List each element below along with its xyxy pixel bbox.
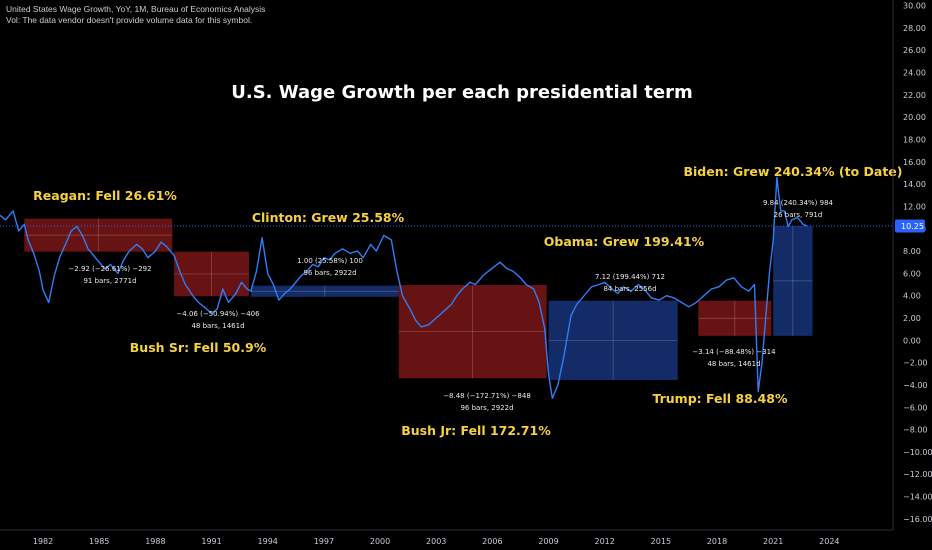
x-tick-label: 1985 (89, 537, 109, 546)
y-tick-label: −6.00 (903, 403, 928, 412)
term-stats-change-reagan: −2.92 (−26.61%) −292 (68, 265, 151, 273)
y-tick-label: −16.00 (903, 515, 932, 524)
y-tick-label: 20.00 (903, 113, 926, 122)
y-tick-label: 14.00 (903, 180, 926, 189)
y-tick-label: −12.00 (903, 470, 932, 479)
y-tick-label: 12.00 (903, 202, 926, 211)
y-tick-label: −2.00 (903, 359, 928, 368)
x-axis[interactable]: 1982 1985 1988 1991 1994 1997 2000 2003 2006 2009… (0, 529, 893, 546)
x-tick-label: 2012 (595, 537, 615, 546)
y-tick-label: 2.00 (903, 314, 921, 323)
x-tick-label: 2009 (538, 537, 558, 546)
term-stats-bars-bush-sr: 48 bars, 1461d (191, 322, 244, 330)
wage-growth-series (0, 176, 893, 399)
term-box-bush-sr[interactable] (174, 251, 249, 297)
term-box-reagan[interactable] (24, 218, 173, 252)
x-tick-label: 1997 (314, 537, 334, 546)
term-stats-change-bush-sr: −4.06 (−50.94%) −406 (176, 310, 260, 318)
term-label-reagan: Reagan: Fell 26.61% (33, 188, 177, 203)
y-tick-label: 8.00 (903, 247, 921, 256)
y-tick-label: 4.00 (903, 292, 921, 301)
term-stats-bars-biden: 26 bars, 791d (774, 211, 823, 219)
y-tick-label: −10.00 (903, 448, 932, 457)
term-label-trump: Trump: Fell 88.48% (652, 391, 788, 406)
x-tick-label: 2021 (763, 537, 783, 546)
x-tick-label: 2006 (482, 537, 502, 546)
term-label-bush-sr: Bush Sr: Fell 50.9% (130, 340, 267, 355)
term-stats-bars-clinton: 96 bars, 2922d (303, 269, 356, 277)
current-value-badge (895, 219, 925, 233)
term-label-bush-jr: Bush Jr: Fell 172.71% (401, 423, 551, 438)
x-tick-label: 2015 (651, 537, 671, 546)
y-tick-label: −8.00 (903, 426, 928, 435)
y-tick-label: 26.00 (903, 46, 926, 55)
x-tick-label: 2024 (819, 537, 839, 546)
term-label-obama: Obama: Grew 199.41% (544, 234, 705, 249)
y-tick-label: 28.00 (903, 24, 926, 33)
chart-header: United States Wage Growth, YoY, 1M, Bure… (6, 4, 265, 26)
term-stats-bars-bush-jr: 96 bars, 2922d (460, 404, 513, 412)
x-tick-label: 2003 (426, 537, 446, 546)
term-box-obama[interactable] (548, 300, 678, 380)
y-tick-label: 6.00 (903, 269, 921, 278)
term-stats-bars-reagan: 91 bars, 2771d (83, 277, 136, 285)
term-stats-bars-obama: 84 bars, 2556d (603, 285, 656, 293)
term-box-trump[interactable] (698, 300, 772, 336)
x-tick-label: 1991 (201, 537, 221, 546)
term-stats-change-bush-jr: −8.48 (−172.71%) −848 (443, 392, 531, 400)
current-value-label: 10.25 (901, 222, 924, 231)
chart-title: U.S. Wage Growth per each presidential t… (231, 82, 692, 103)
y-tick-label: −4.00 (903, 381, 928, 390)
y-tick-label: 18.00 (903, 135, 926, 144)
y-tick-label: 16.00 (903, 158, 926, 167)
term-stats-change-trump: −3.14 (−88.48%) −314 (692, 348, 776, 356)
y-tick-label: 24.00 (903, 69, 926, 78)
x-tick-label: 1988 (145, 537, 165, 546)
term-boxes (24, 218, 813, 380)
term-stats-bars-trump: 48 bars, 1461d (707, 360, 760, 368)
term-box-bush-jr[interactable] (398, 285, 547, 379)
series-line[interactable] (0, 176, 808, 399)
y-tick-label: 30.00 (903, 2, 926, 11)
term-label-clinton: Clinton: Grew 25.58% (252, 210, 405, 225)
term-stats-change-clinton: 1.00 (25.58%) 100 (297, 257, 363, 265)
term-stats-change-biden: 9.84 (240.34%) 984 (763, 199, 834, 207)
term-box-clinton[interactable] (250, 285, 399, 297)
symbol-line: United States Wage Growth, YoY, 1M, Bure… (6, 4, 266, 14)
y-tick-label: 0.00 (903, 336, 921, 345)
x-tick-label: 2000 (370, 537, 390, 546)
y-tick-label: −14.00 (903, 493, 932, 502)
term-stats-change-obama: 7.12 (199.44%) 712 (595, 273, 665, 281)
x-tick-label: 1982 (33, 537, 53, 546)
term-annotations: Reagan: Fell 26.61% −2.92 (−26.61%) −292 9… (33, 164, 902, 438)
y-tick-label: 22.00 (903, 91, 926, 100)
term-box-biden[interactable] (773, 225, 813, 336)
volume-note: Vol: The data vendor doesn't provide vol… (6, 15, 253, 25)
term-label-biden: Biden: Grew 240.34% (to Date) (683, 164, 902, 179)
y-axis[interactable]: 30.00 28.00 26.00 24.00 22.00 20.00 18.00 16.00… (892, 0, 932, 530)
x-tick-label: 1994 (258, 537, 278, 546)
x-tick-label: 2018 (707, 537, 727, 546)
